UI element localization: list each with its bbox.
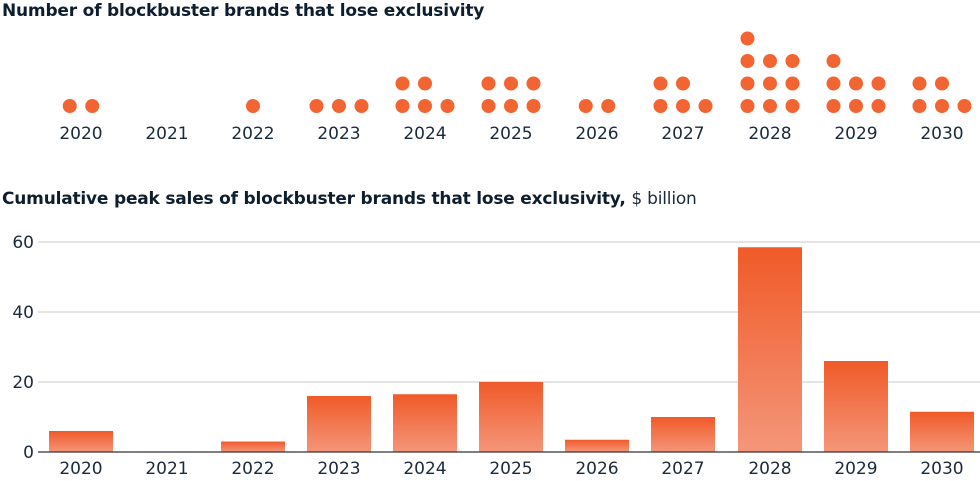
- bar-2029: [824, 361, 888, 452]
- bar-2023: [307, 396, 371, 452]
- bar-2024: [393, 394, 457, 452]
- bar-x-label-2021: 2021: [145, 459, 188, 479]
- dot-x-label-2025: 2025: [489, 124, 532, 144]
- dot-2028-2: [763, 99, 777, 113]
- dot-x-label-2028: 2028: [748, 124, 791, 144]
- dot-chart: 2020 2021 2022 2023 2024 2025 2026 2027 2028 2029…: [59, 31, 972, 144]
- dot-2028-5: [763, 76, 777, 91]
- dot-2028-6: [785, 76, 800, 91]
- dot-2024-5: [418, 76, 432, 91]
- y-tick-label-60: 60: [12, 233, 34, 253]
- dot-2030-3: [957, 99, 972, 113]
- dot-2024-4: [395, 76, 410, 91]
- dot-x-label-2027: 2027: [661, 124, 704, 144]
- dot-2027-4: [653, 76, 668, 91]
- dot-2027-1: [653, 99, 668, 113]
- dot-x-label-2022: 2022: [231, 124, 274, 144]
- dot-2029-4: [826, 76, 841, 91]
- dot-2025-4: [481, 76, 496, 91]
- bar-x-label-2027: 2027: [661, 459, 704, 479]
- bar-2020: [49, 431, 113, 452]
- dot-2029-2: [849, 99, 863, 113]
- dot-2026-1: [578, 99, 593, 113]
- dot-2028-9: [785, 54, 800, 68]
- dot-x-label-2023: 2023: [317, 124, 360, 144]
- dot-2029-5: [849, 76, 863, 91]
- y-tick-label-20: 20: [12, 373, 34, 393]
- dot-2030-1: [912, 99, 927, 113]
- dot-2020-1: [62, 99, 77, 113]
- dot-2028-8: [763, 54, 777, 68]
- dot-2022-1: [246, 99, 260, 113]
- bar-x-label-2020: 2020: [59, 459, 102, 479]
- dot-chart-title: Number of blockbuster brands that lose e…: [2, 1, 485, 21]
- bar-2030: [910, 411, 974, 452]
- dot-2025-6: [526, 76, 541, 91]
- bar-2025: [479, 382, 543, 452]
- dot-2026-2: [601, 99, 616, 113]
- dot-x-label-2020: 2020: [59, 124, 102, 144]
- dot-2029-1: [826, 99, 841, 113]
- dot-2025-1: [481, 99, 496, 113]
- dot-2024-1: [395, 99, 410, 113]
- dot-2023-3: [354, 99, 369, 113]
- dot-2029-7: [826, 54, 841, 68]
- y-tick-label-0: 0: [23, 443, 34, 463]
- bar-x-label-2030: 2030: [920, 459, 963, 479]
- bar-2022: [221, 441, 285, 452]
- dot-2023-2: [332, 99, 346, 113]
- dot-x-label-2024: 2024: [403, 124, 446, 144]
- dot-x-label-2026: 2026: [575, 124, 618, 144]
- y-tick-label-40: 40: [12, 303, 34, 323]
- dot-2020-2: [85, 99, 100, 113]
- bar-x-label-2026: 2026: [575, 459, 618, 479]
- dot-2023-1: [309, 99, 324, 113]
- dot-2030-5: [935, 76, 949, 91]
- bar-chart-unit: $ billion: [631, 189, 697, 209]
- bar-x-label-2023: 2023: [317, 459, 360, 479]
- bar-x-label-2022: 2022: [231, 459, 274, 479]
- bar-chart-title-text: Cumulative peak sales of blockbuster bra…: [2, 189, 626, 209]
- dot-2027-5: [676, 76, 690, 91]
- bar-x-label-2029: 2029: [834, 459, 877, 479]
- dot-2028-3: [785, 99, 800, 113]
- bar-2028: [738, 247, 802, 452]
- bar-2027: [651, 417, 715, 452]
- dot-2030-4: [912, 76, 927, 91]
- dot-2028-10: [740, 31, 755, 46]
- bar-x-label-2025: 2025: [489, 459, 532, 479]
- dot-2027-3: [698, 99, 713, 113]
- dot-2028-7: [740, 54, 755, 68]
- dot-2025-2: [504, 99, 518, 113]
- dot-2029-3: [871, 99, 886, 113]
- dot-2028-4: [740, 76, 755, 91]
- dot-x-label-2029: 2029: [834, 124, 877, 144]
- bar-2026: [565, 439, 629, 452]
- dot-x-label-2021: 2021: [145, 124, 188, 144]
- dot-2029-6: [871, 76, 886, 91]
- dot-2025-3: [526, 99, 541, 113]
- dot-x-label-2030: 2030: [920, 124, 963, 144]
- dot-2024-2: [418, 99, 432, 113]
- dot-2028-1: [740, 99, 755, 113]
- bar-chart-title: Cumulative peak sales of blockbuster bra…: [2, 189, 697, 209]
- bar-x-label-2028: 2028: [748, 459, 791, 479]
- bar-x-label-2024: 2024: [403, 459, 446, 479]
- dot-2030-2: [935, 99, 949, 113]
- dot-2024-3: [440, 99, 455, 113]
- dot-2025-5: [504, 76, 518, 91]
- dot-2027-2: [676, 99, 690, 113]
